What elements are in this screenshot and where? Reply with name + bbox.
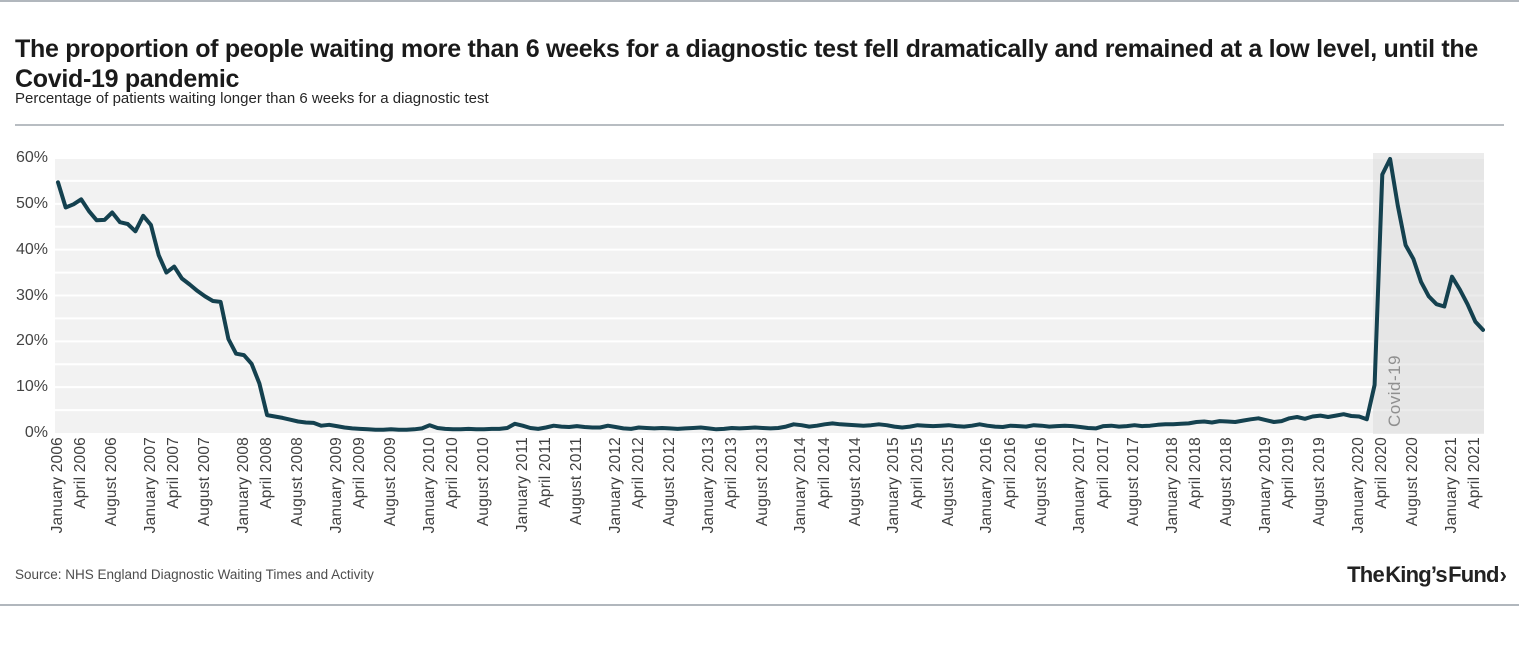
x-axis-tick: January 2018: [1164, 437, 1182, 534]
x-axis-tick: April 2015: [908, 437, 926, 509]
x-axis-tick: August 2017: [1125, 437, 1143, 527]
y-axis-tick: 30%: [15, 286, 48, 304]
chevron-right-icon: ›: [1499, 561, 1507, 588]
x-axis-tick: April 2016: [1001, 437, 1019, 509]
x-axis-tick: April 2006: [72, 437, 90, 509]
top-border: [0, 0, 1519, 2]
x-axis-tick: August 2007: [196, 437, 214, 527]
x-axis-tick: August 2006: [103, 437, 121, 527]
x-axis-tick: January 2010: [420, 437, 438, 534]
y-axis-tick: 0%: [24, 424, 48, 441]
x-axis-tick: January 2012: [606, 437, 624, 534]
x-axis-tick: August 2009: [382, 437, 400, 527]
y-axis-tick: 50%: [15, 194, 48, 212]
x-axis-tick: April 2011: [536, 437, 554, 508]
line-series: [56, 156, 1485, 432]
x-axis-tick: April 2007: [165, 437, 183, 509]
x-axis-tick: August 2013: [753, 437, 771, 527]
x-axis-tick: April 2009: [351, 437, 369, 509]
x-axis-tick: January 2014: [792, 437, 810, 534]
x-axis-tick: August 2016: [1032, 437, 1050, 527]
x-axis-tick: August 2014: [846, 437, 864, 527]
x-axis-tick: January 2021: [1443, 437, 1461, 534]
x-axis-tick: April 2021: [1466, 437, 1484, 509]
x-axis-tick: April 2012: [629, 437, 647, 509]
y-axis-tick: 60%: [15, 149, 48, 166]
x-axis-tick: January 2008: [234, 437, 252, 534]
x-axis-tick: April 2013: [722, 437, 740, 509]
x-axis-tick: April 2018: [1187, 437, 1205, 509]
covid-annotation-label: Covid-19: [1385, 355, 1404, 427]
x-axis-tick: January 2013: [699, 437, 717, 534]
x-axis-tick: April 2014: [815, 437, 833, 509]
y-axis-tick: 10%: [15, 378, 48, 396]
x-axis-tick: April 2017: [1094, 437, 1112, 509]
source-note: Source: NHS England Diagnostic Waiting T…: [15, 567, 374, 582]
header-divider: [15, 124, 1504, 126]
x-axis-tick: April 2019: [1280, 437, 1298, 509]
chart: Covid-19 0% 10% 20% 30% 40% 50% 60% January 200…: [0, 130, 1519, 560]
bottom-border: [0, 604, 1519, 606]
kingsfund-logo[interactable]: The King’s Fund ›: [1347, 561, 1507, 588]
x-axis-tick: January 2019: [1257, 437, 1275, 534]
plot-svg: Covid-19: [55, 153, 1485, 434]
x-axis-tick: April 2020: [1373, 437, 1391, 509]
x-axis-tick: August 2010: [474, 437, 492, 527]
y-axis-tick: 20%: [15, 332, 48, 350]
x-axis-tick: August 2012: [660, 437, 678, 527]
x-axis-tick: August 2019: [1311, 437, 1329, 527]
kingsfund-wordmark: The King’s Fund: [1347, 562, 1499, 587]
x-axis-tick: January 2007: [141, 437, 159, 534]
x-axis-tick: August 2020: [1404, 437, 1422, 527]
x-axis-tick: January 2020: [1350, 437, 1368, 534]
x-axis-tick: August 2008: [289, 437, 307, 527]
x-axis-tick: January 2017: [1071, 437, 1089, 534]
x-axis-tick: August 2015: [939, 437, 957, 527]
x-axis-tick: August 2018: [1218, 437, 1236, 527]
x-axis-tick: August 2011: [567, 437, 585, 526]
y-axis-tick: 40%: [15, 240, 48, 258]
x-axis-tick: April 2008: [258, 437, 276, 509]
chart-subtitle: Percentage of patients waiting longer th…: [15, 90, 489, 107]
x-axis-tick: January 2011: [513, 437, 531, 533]
chart-title: The proportion of people waiting more th…: [15, 34, 1478, 94]
x-axis-tick: April 2010: [443, 437, 461, 509]
x-axis-tick: January 2015: [885, 437, 903, 534]
x-axis-tick: January 2016: [978, 437, 996, 534]
x-axis-tick: January 2009: [327, 437, 345, 534]
x-axis-tick: January 2006: [49, 437, 66, 534]
